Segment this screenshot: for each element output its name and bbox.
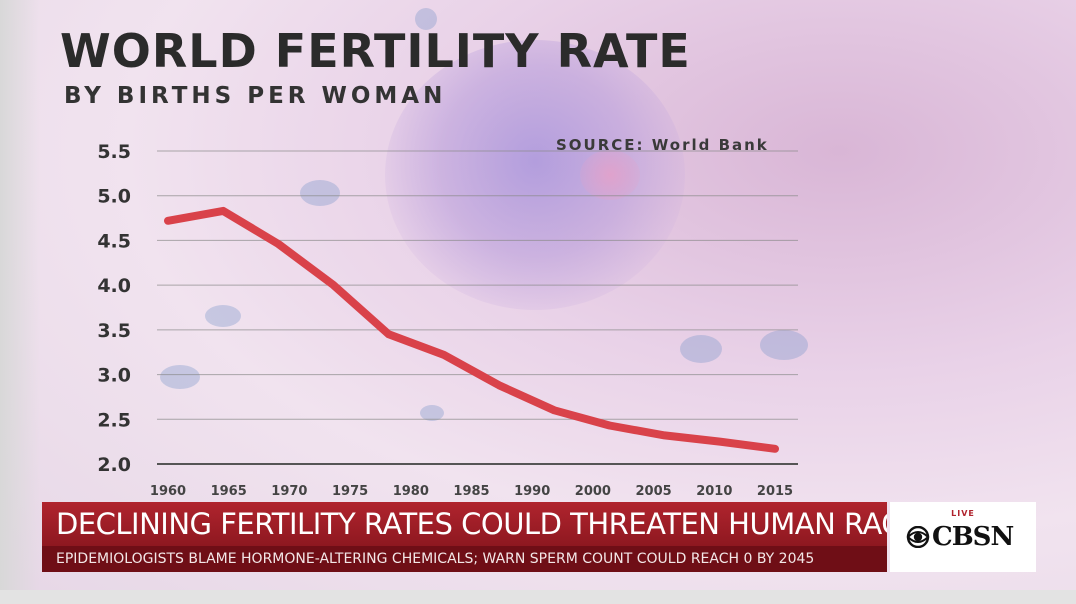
ticker-subheadline: EPIDEMIOLOGISTS BLAME HORMONE-ALTERING C… [42,546,887,572]
cbs-eye-icon [906,526,930,548]
background-particle [415,8,437,30]
background-particle [680,335,722,363]
left-frame-edge [0,0,40,604]
x-tick-label: 1975 [332,484,368,499]
x-tick-label: 2010 [696,484,732,499]
x-tick-label: 1980 [393,484,429,499]
network-logo-box: LIVE CBSN [890,502,1036,572]
x-tick-label: 1990 [514,484,550,499]
chart-subtitle: BY BIRTHS PER WOMAN [64,83,447,109]
x-tick-label: 1960 [150,484,186,499]
y-tick-label: 5.5 [97,141,131,163]
background-particle [300,180,340,206]
background-particle [760,330,808,360]
x-axis-ticks: 1960 1965 1970 1975 1980 1985 1990 2000 2005 2010… [150,484,793,499]
y-tick-label: 2.0 [97,454,131,476]
background-cell-highlight [580,150,640,200]
x-tick-label: 1965 [211,484,247,499]
background-particle [205,305,241,327]
x-tick-label: 1970 [271,484,307,499]
chart-title: WORLD FERTILITY RATE [60,24,691,78]
background-particle [160,365,200,389]
x-tick-label: 2000 [575,484,611,499]
chart-gridlines [157,150,798,420]
y-tick-label: 4.0 [97,275,131,297]
y-axis-ticks: 2.0 2.5 3.0 3.5 4.0 4.5 5.0 5.5 [97,141,131,476]
y-tick-label: 5.0 [97,186,131,208]
bottom-frame-edge [0,590,1076,604]
x-tick-label: 1985 [453,484,489,499]
y-tick-label: 3.0 [97,365,131,387]
ticker-headline: DECLINING FERTILITY RATES COULD THREATEN… [42,502,887,546]
chart-source: SOURCE: World Bank [556,136,769,154]
network-logo-text: CBSN [932,522,1014,552]
fertility-rate-line [164,206,779,453]
x-tick-label: 2005 [636,484,672,499]
news-lower-third: DECLINING FERTILITY RATES COULD THREATEN… [42,502,887,572]
background-particle [420,405,444,421]
x-tick-label: 2015 [757,484,793,499]
live-label: LIVE [951,509,975,518]
fertility-series [164,206,779,453]
y-tick-label: 3.5 [97,320,131,342]
y-tick-label: 4.5 [97,230,131,252]
y-tick-label: 2.5 [97,409,131,431]
